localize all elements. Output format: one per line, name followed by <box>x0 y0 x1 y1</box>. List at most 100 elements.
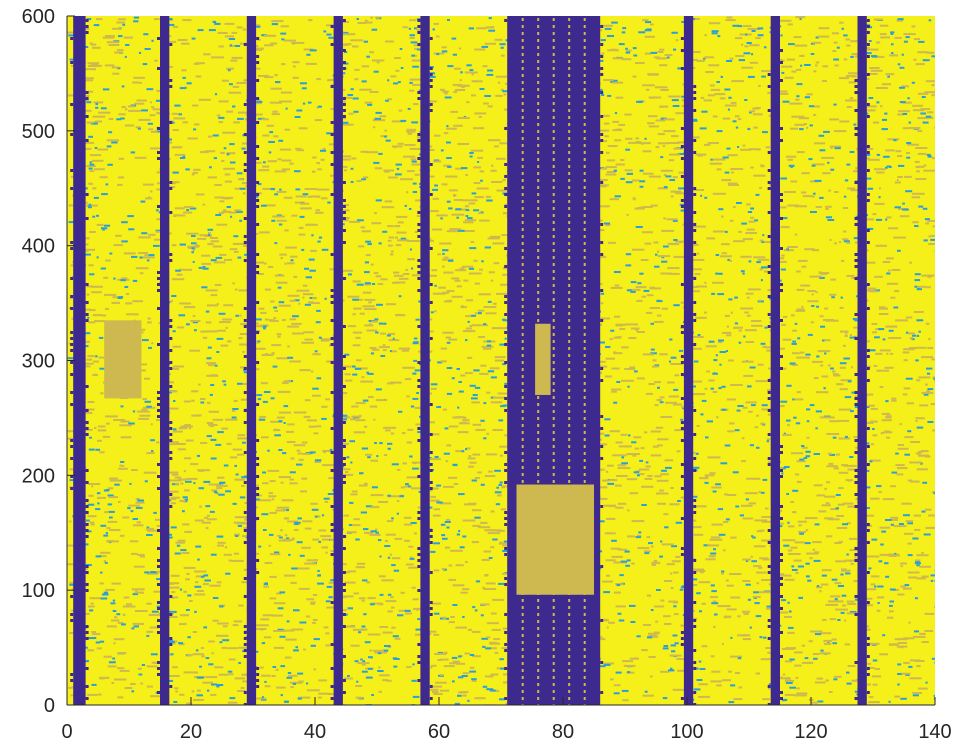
heatmap-cell <box>292 76 299 79</box>
heatmap-cell <box>698 610 702 613</box>
heatmap-cell <box>915 561 920 564</box>
heatmap-cell <box>418 490 423 493</box>
heatmap-cell <box>147 321 152 324</box>
heatmap-cell <box>86 204 98 207</box>
heatmap-cell <box>131 627 135 630</box>
heatmap-cell <box>605 173 617 176</box>
heatmap-cell <box>650 23 654 26</box>
heatmap-cell <box>897 63 901 66</box>
heatmap-cell <box>448 425 459 428</box>
heatmap-cell <box>279 188 282 191</box>
heatmap-cell <box>206 689 210 692</box>
heatmap-cell <box>87 530 92 533</box>
heatmap-cell <box>223 553 232 556</box>
heatmap-cell <box>98 356 109 359</box>
heatmap-cell <box>490 673 499 676</box>
heatmap-cell <box>322 538 329 541</box>
heatmap-cell <box>453 195 456 197</box>
heatmap-cell <box>242 441 246 444</box>
heatmap-cell <box>710 584 715 587</box>
heatmap-cell <box>140 369 146 372</box>
heatmap-cell <box>84 68 96 71</box>
heatmap-cell <box>430 383 438 386</box>
heatmap-cell <box>230 559 244 562</box>
heatmap-cell <box>125 302 133 305</box>
heatmap-cell <box>261 354 274 356</box>
heatmap-cell <box>168 639 174 642</box>
heatmap-cell <box>228 38 236 40</box>
heatmap-cell <box>503 540 508 543</box>
heatmap-cell <box>751 404 756 407</box>
heatmap-cell <box>380 355 386 357</box>
heatmap-cell <box>866 112 869 115</box>
heatmap-cell <box>234 677 245 680</box>
heatmap-cell <box>376 303 383 306</box>
heatmap-cell <box>375 388 382 391</box>
heatmap-cell <box>210 384 215 386</box>
heatmap-cell <box>815 36 819 39</box>
heatmap-cell <box>362 399 369 402</box>
heatmap-cell <box>141 232 148 235</box>
heatmap-cell <box>479 219 490 222</box>
heatmap-cell <box>691 189 705 191</box>
heatmap-cell <box>391 120 405 123</box>
heatmap-cell <box>452 660 460 663</box>
heatmap-cell <box>222 380 226 383</box>
heatmap-cell <box>135 126 141 129</box>
heatmap-cell <box>154 59 158 62</box>
heatmap-cell <box>195 545 202 548</box>
heatmap-cell <box>609 198 619 201</box>
heatmap-cell <box>751 53 754 56</box>
heatmap-cell <box>136 521 141 524</box>
heatmap-cell <box>394 637 401 640</box>
heatmap-cell <box>378 575 386 578</box>
heatmap-cell <box>620 177 625 180</box>
heatmap-cell <box>915 63 925 66</box>
heatmap-cell <box>837 585 844 587</box>
heatmap-cell <box>387 239 392 242</box>
heatmap-cell <box>129 482 132 485</box>
heatmap-cell <box>400 591 405 594</box>
heatmap-cell <box>310 644 316 647</box>
heatmap-cell <box>908 332 915 335</box>
heatmap-cell <box>651 564 656 566</box>
heatmap-cell <box>604 532 616 535</box>
heatmap-cell <box>267 160 277 163</box>
heatmap-cell <box>230 215 233 218</box>
heatmap-cell <box>910 441 921 443</box>
heatmap-cell <box>730 684 736 687</box>
heatmap-cell <box>730 655 742 658</box>
heatmap-cell <box>376 61 380 64</box>
heatmap-cell <box>928 338 931 341</box>
heatmap-cell <box>718 533 726 536</box>
heatmap-cell <box>380 332 387 335</box>
heatmap-cell <box>903 359 908 362</box>
heatmap-cell <box>373 272 379 275</box>
heatmap-cell <box>471 324 481 327</box>
heatmap-cell <box>740 504 753 507</box>
heatmap-cell <box>123 252 131 255</box>
heatmap-cell <box>758 84 761 87</box>
heatmap-cell <box>273 317 277 319</box>
heatmap-cell <box>362 305 375 308</box>
heatmap-cell <box>846 241 851 244</box>
heatmap-cell <box>233 121 240 124</box>
heatmap-cell <box>805 450 811 453</box>
heatmap-cell <box>792 329 797 332</box>
heatmap-cell <box>193 245 200 248</box>
heatmap-cell <box>387 447 391 450</box>
heatmap-cell <box>210 374 218 377</box>
heatmap-cell <box>814 523 820 526</box>
heatmap-cell <box>446 526 450 529</box>
heatmap-cell <box>198 383 201 386</box>
heatmap-cell <box>738 329 742 332</box>
heatmap-cell <box>204 150 216 153</box>
heatmap-cell <box>344 581 356 584</box>
heatmap-cell <box>663 580 673 582</box>
heatmap-cell <box>234 535 239 537</box>
heatmap-cell <box>151 106 155 109</box>
heatmap-cell <box>470 314 476 317</box>
heatmap-cell <box>819 149 826 152</box>
heatmap-cell <box>744 45 749 48</box>
heatmap-cell <box>928 19 932 22</box>
